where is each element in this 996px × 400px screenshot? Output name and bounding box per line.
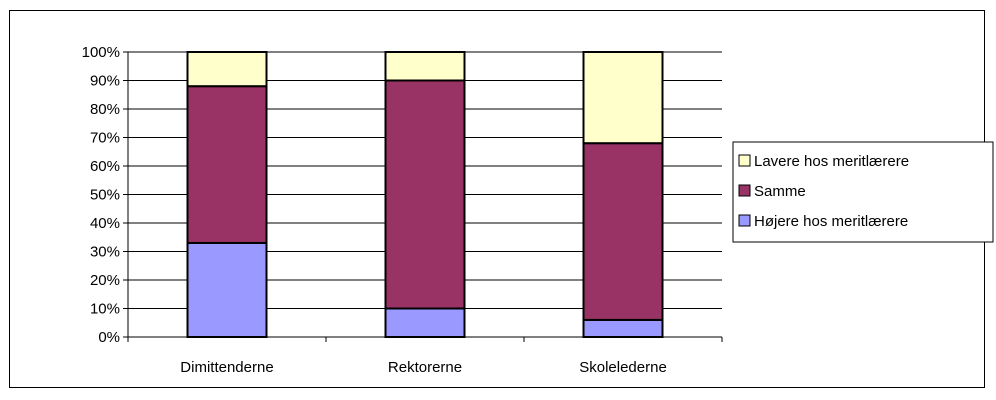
bar-rektorerne-series-1[interactable] [384, 79, 466, 310]
bar-dimittenderne-series-1[interactable] [186, 85, 268, 244]
y-tick-label: 0% [98, 329, 120, 346]
y-tick-label: 60% [90, 158, 120, 175]
y-tick-label: 10% [90, 301, 120, 318]
legend-swatch [738, 214, 751, 227]
bar-skolelederne-series-0[interactable] [582, 318, 664, 338]
x-category-label: Dimittenderne [180, 359, 273, 376]
y-tick-label: 90% [90, 73, 120, 90]
y-tick-label: 70% [90, 130, 120, 147]
y-tick-label: 40% [90, 215, 120, 232]
y-tick-label: 80% [90, 101, 120, 118]
bar-rektorerne-series-2[interactable] [384, 51, 466, 82]
bar-dimittenderne-series-0[interactable] [186, 241, 268, 338]
legend-swatch [738, 184, 751, 197]
y-tick-label: 50% [90, 187, 120, 204]
y-tick-label: 100% [82, 44, 120, 61]
legend-label: Lavere hos meritlærere [754, 153, 909, 170]
bar-dimittenderne-series-2[interactable] [186, 51, 268, 88]
legend-box [732, 141, 994, 243]
legend-swatch [738, 154, 751, 167]
bar-skolelederne-series-2[interactable] [582, 51, 664, 145]
x-category-label: Skolelederne [579, 359, 667, 376]
legend-label: Højere hos meritlærere [754, 213, 908, 230]
legend-label: Samme [754, 183, 806, 200]
bar-skolelederne-series-1[interactable] [582, 142, 664, 321]
y-tick-label: 20% [90, 272, 120, 289]
y-tick-label: 30% [90, 244, 120, 261]
bar-rektorerne-series-0[interactable] [384, 307, 466, 338]
x-category-label: Rektorerne [388, 359, 462, 376]
